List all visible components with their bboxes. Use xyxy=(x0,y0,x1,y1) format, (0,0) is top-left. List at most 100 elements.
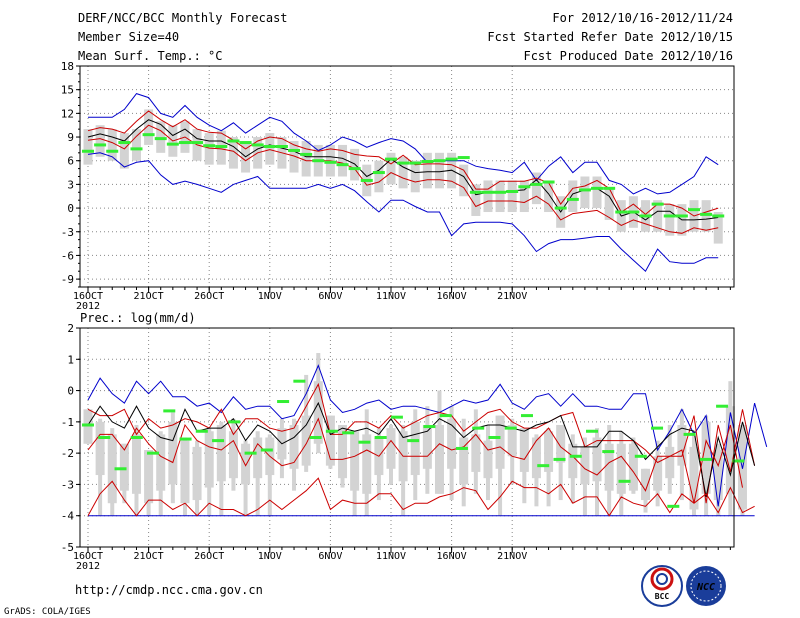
box-bar xyxy=(386,428,396,469)
y-tick-label: 18 xyxy=(61,60,74,73)
observed-mark xyxy=(195,429,208,433)
box-bar xyxy=(422,152,432,189)
observed-mark xyxy=(288,148,301,152)
y-tick-label: 3 xyxy=(67,178,74,191)
observed-mark xyxy=(360,178,373,182)
x-tick-label: 16OCT xyxy=(73,291,103,302)
box-bar xyxy=(459,437,469,485)
observed-mark xyxy=(166,142,179,146)
header-variable: Mean Surf. Temp.: °C xyxy=(78,49,223,63)
observed-mark xyxy=(118,141,131,145)
observed-mark xyxy=(634,454,647,458)
y-tick-label: 15 xyxy=(61,84,74,97)
y-tick-label: -9 xyxy=(61,273,74,286)
y-tick-label: 9 xyxy=(67,131,74,144)
series-line-lower xyxy=(87,417,743,504)
x-tick-label: 1NOV xyxy=(258,291,282,302)
series-line-upper xyxy=(87,110,719,217)
observed-mark xyxy=(488,436,501,439)
observed-mark xyxy=(455,446,468,450)
box-bar xyxy=(677,424,687,466)
observed-mark xyxy=(203,144,216,148)
observed-mark xyxy=(178,141,191,145)
observed-mark xyxy=(663,214,676,218)
box-bar xyxy=(653,456,663,491)
observed-mark xyxy=(591,186,604,190)
box-bar xyxy=(350,431,360,491)
box-bar xyxy=(689,446,699,510)
x-tick-label: 21NOV xyxy=(497,551,527,562)
observed-mark xyxy=(602,450,615,454)
observed-mark xyxy=(342,431,355,435)
observed-mark xyxy=(504,426,517,430)
source-url[interactable]: http://cmdp.ncc.cma.gov.cn xyxy=(75,583,263,597)
observed-mark xyxy=(374,436,387,439)
observed-mark xyxy=(639,214,652,218)
observed-mark xyxy=(469,190,482,194)
observed-mark xyxy=(154,137,167,141)
box-bar xyxy=(362,434,372,494)
box-bar xyxy=(592,437,602,482)
observed-mark xyxy=(325,429,338,433)
whisker-bar xyxy=(558,431,563,501)
observed-mark xyxy=(688,208,700,212)
x-tick-label: 26OCT xyxy=(194,551,224,562)
box-bar xyxy=(228,431,238,479)
x-tick-label: 16NOV xyxy=(437,551,467,562)
box-bar xyxy=(471,434,481,472)
observed-mark xyxy=(651,202,664,206)
x-tick-year-label: 2012 xyxy=(76,561,100,572)
box-bar xyxy=(580,446,590,485)
observed-mark xyxy=(397,161,410,165)
box-bar xyxy=(568,180,578,213)
observed-mark xyxy=(566,197,579,201)
observed-mark xyxy=(147,451,160,455)
precip-panel-title: Prec.: log(mm/d) xyxy=(80,311,196,325)
header-title: DERF/NCC/BCC Monthly Forecast xyxy=(78,11,288,25)
box-bar xyxy=(495,415,505,469)
observed-mark xyxy=(130,436,143,439)
box-bar xyxy=(95,125,105,157)
box-bar xyxy=(544,431,554,472)
ncc-logo-text: NCC xyxy=(696,582,715,593)
box-bar xyxy=(495,180,505,213)
observed-mark xyxy=(615,210,628,214)
header-start-date: Fcst Started Refer Date 2012/10/15 xyxy=(487,30,733,44)
box-bar xyxy=(556,424,566,463)
observed-mark xyxy=(433,159,446,163)
box-bar xyxy=(665,204,675,236)
x-tick-label: 6NOV xyxy=(318,551,342,562)
box-bar xyxy=(519,180,529,213)
x-tick-label: 1NOV xyxy=(258,551,282,562)
observed-mark xyxy=(520,414,533,418)
box-bar xyxy=(119,133,129,169)
observed-mark xyxy=(716,404,729,408)
box-bar xyxy=(580,176,590,209)
box-bar xyxy=(422,424,432,469)
box-bar xyxy=(325,415,335,466)
observed-mark xyxy=(130,147,143,151)
box-bar xyxy=(350,148,360,181)
box-bar xyxy=(434,152,444,189)
y-tick-label: -3 xyxy=(61,478,74,491)
observed-mark xyxy=(699,457,712,461)
box-bar xyxy=(301,140,311,177)
box-bar xyxy=(192,446,202,501)
observed-mark xyxy=(372,171,385,175)
y-tick-label: 1 xyxy=(67,353,74,366)
observed-mark xyxy=(481,190,494,194)
box-bar xyxy=(131,434,141,494)
observed-mark xyxy=(251,143,264,147)
box-bar xyxy=(459,164,469,197)
box-bar xyxy=(338,424,348,479)
observed-mark xyxy=(712,214,725,218)
box-bar xyxy=(471,184,481,216)
observed-mark xyxy=(239,141,252,145)
observed-mark xyxy=(494,190,507,194)
y-tick-label: -4 xyxy=(61,510,75,523)
box-bar xyxy=(204,133,214,165)
box-bar xyxy=(265,133,275,165)
header-member-size: Member Size=40 xyxy=(78,30,179,44)
observed-mark xyxy=(627,210,640,214)
